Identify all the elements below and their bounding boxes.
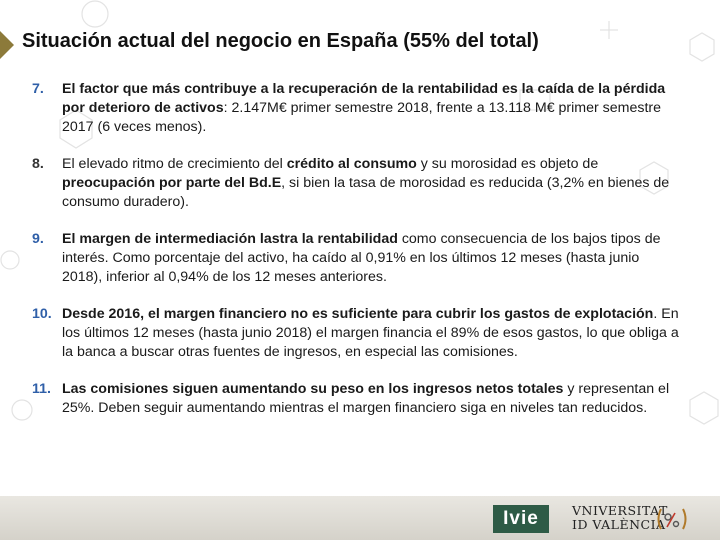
title-arrow-marker — [0, 31, 14, 59]
list-item-10: 10. Desde 2016, el margen financiero no … — [32, 305, 682, 362]
item-number: 8. — [32, 156, 44, 172]
item-text: y representan el 25%. Deben seguir aumen… — [62, 381, 670, 416]
item-number: 9. — [32, 231, 44, 247]
list-item-8: 8. El elevado ritmo de crecimiento del c… — [32, 155, 682, 212]
item-bold-text: preocupación por parte del Bd.E — [62, 175, 282, 191]
item-number: 10. — [32, 306, 52, 322]
item-text: , si bien la tasa de morosidad es reduci… — [62, 175, 670, 210]
list-item-7: 7. El factor que más contribuye a la rec… — [32, 80, 682, 137]
item-text: . En los últimos 12 meses (hasta junio 2… — [62, 306, 679, 360]
slide-title: Situación actual del negocio en España (… — [22, 30, 539, 52]
item-bold-text: Las comisiones siguen aumentando su peso… — [62, 381, 564, 397]
item-text: y su morosidad es objeto de — [416, 156, 599, 172]
item-text: El elevado ritmo de crecimiento del — [62, 156, 287, 172]
item-bold-text: Desde 2016, el margen financiero no es s… — [62, 306, 654, 322]
list-item-11: 11. Las comisiones siguen aumentando su … — [32, 380, 682, 418]
uv-logo-line2: ID VALÈNCIA — [572, 517, 666, 532]
ivie-logo: Ivie — [493, 505, 549, 533]
footer-bar — [0, 496, 720, 540]
list-item-9: 9. El margen de intermediación lastra la… — [32, 230, 682, 287]
uv-emblem-icon — [657, 508, 687, 530]
uv-logo-line1: VNIVERSITAT — [572, 503, 668, 518]
slide-header: Situación actual del negocio en España (… — [0, 28, 720, 62]
item-bold-text: El factor que más contribuye a la recupe… — [62, 81, 666, 116]
item-text: : 2.147M€ primer semestre 2018, frente a… — [62, 100, 662, 135]
universitat-valencia-logo: VNIVERSITAT ID VALÈNCIA — [572, 504, 668, 532]
item-text: como consecuencia de los bajos tipos de … — [62, 231, 661, 285]
item-number: 11. — [32, 381, 51, 397]
item-number: 7. — [32, 81, 44, 97]
item-bold-text: El margen de intermediación lastra la re… — [62, 231, 398, 247]
bullet-list: 7. El factor que más contribuye a la rec… — [32, 80, 682, 436]
item-bold-text: crédito al consumo — [286, 156, 417, 172]
